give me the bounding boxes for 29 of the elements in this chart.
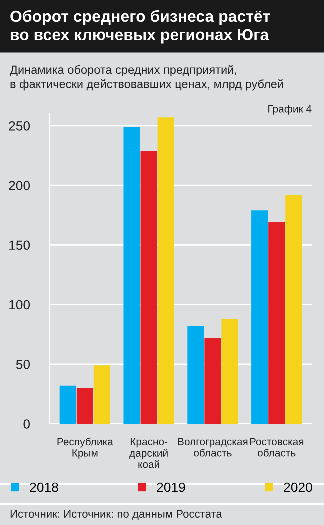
x-tick-label: Республика Крым — [58, 438, 114, 459]
chart-subtitle: Динамика оборота средних предприятий, в фактически действовавших ценах, млрд рублей — [10, 65, 284, 91]
bar — [222, 319, 238, 424]
y-tick-label: 200 — [9, 181, 30, 190]
y-tick-label: 100 — [10, 300, 30, 310]
bar — [124, 127, 140, 424]
bar — [158, 118, 174, 424]
x-tick-label: Волгоградская область — [178, 438, 248, 457]
legend-label: 2019 — [157, 482, 186, 492]
y-tick-label: 150 — [10, 240, 30, 250]
bar — [188, 326, 204, 424]
bar — [94, 366, 110, 424]
annotation: График 4 — [268, 105, 312, 115]
y-tick-label: 250 — [9, 121, 30, 131]
bar — [60, 386, 76, 424]
bar — [204, 338, 222, 424]
bar — [286, 195, 302, 424]
legend-label: 2018 — [30, 482, 58, 492]
y-tick-label: 50 — [16, 360, 30, 370]
legend-label: 2020 — [284, 482, 312, 492]
x-tick-label: Красно- дарский коай — [130, 438, 168, 468]
bar — [140, 150, 158, 424]
bar — [252, 210, 268, 424]
bar — [268, 222, 286, 424]
y-tick-label: 0 — [24, 420, 30, 429]
bar — [76, 388, 94, 424]
x-tick-label: Ростовская область — [250, 438, 304, 457]
text: Источник: Источник: по данным Росстата — [10, 510, 222, 520]
chart-title: Оборот среднего бизнеса растёт во всех ключевых регионах Юга — [10, 10, 270, 44]
